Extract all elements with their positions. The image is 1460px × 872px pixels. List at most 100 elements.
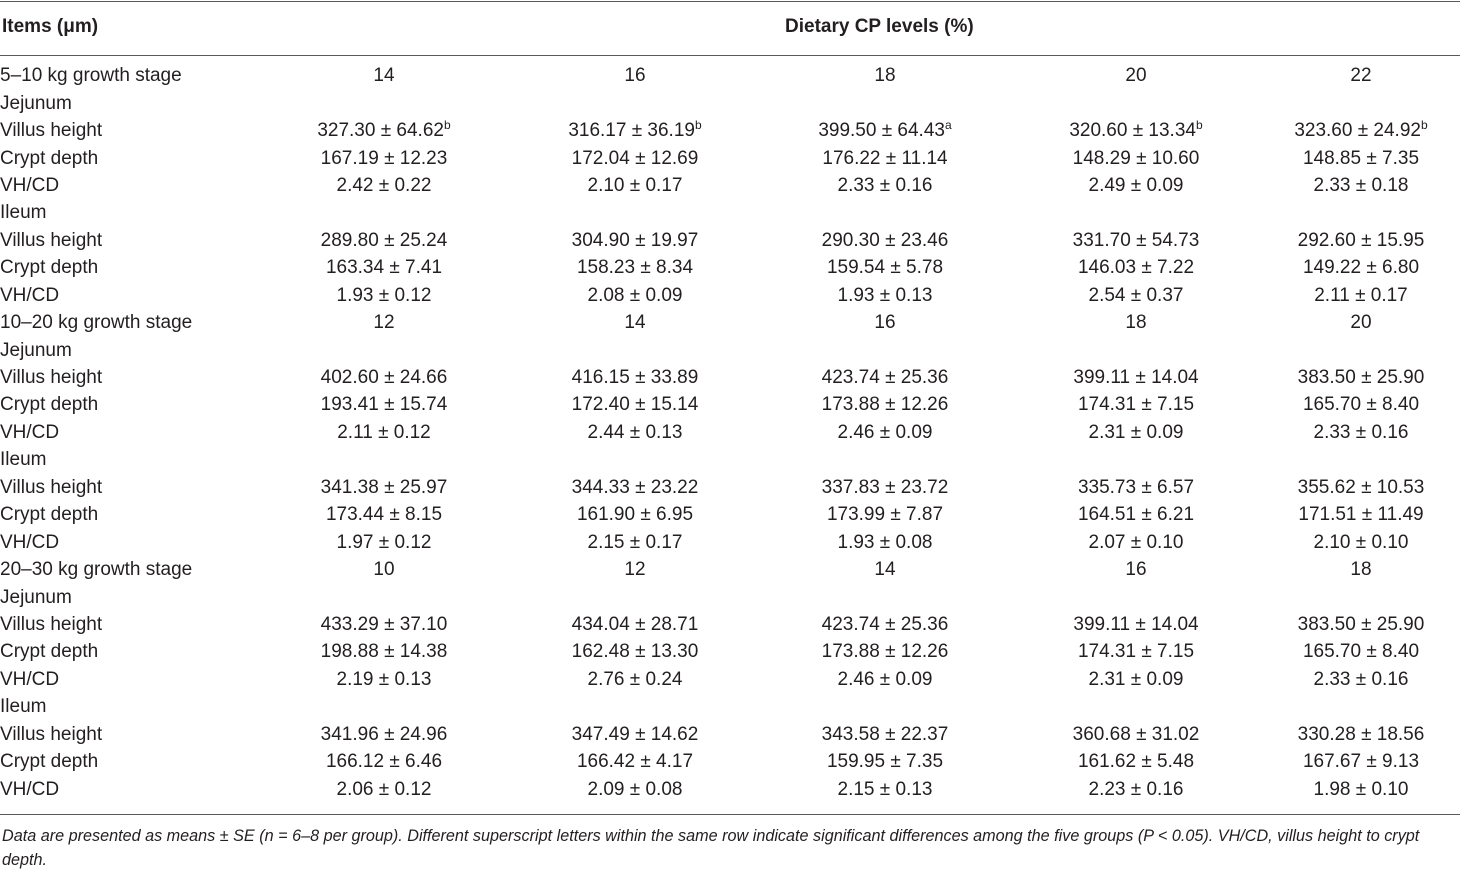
value-cell: 290.30 ± 23.46 bbox=[760, 227, 1010, 254]
table-row: VH/CD 1.93 ± 0.12 2.08 ± 0.09 1.93 ± 0.13 2.… bbox=[0, 282, 1460, 309]
cell-value: 167.67 ± 9.13 bbox=[1302, 751, 1420, 773]
value-cell: 173.44 ± 8.15 bbox=[258, 501, 510, 528]
value-cell: 22 bbox=[1262, 62, 1460, 89]
significance-letter: b bbox=[443, 118, 451, 133]
cell-value: 2.08 ± 0.09 bbox=[587, 284, 683, 306]
value-cell bbox=[760, 693, 1010, 720]
cell-value: 399.50 ± 64.43 bbox=[818, 120, 945, 142]
table-row: VH/CD 2.19 ± 0.13 2.76 ± 0.24 2.46 ± 0.09 2.… bbox=[0, 666, 1460, 693]
value-cell bbox=[760, 336, 1010, 363]
table-row: Villus height 341.38 ± 25.97 344.33 ± 23.2… bbox=[0, 474, 1460, 501]
cell-value: 161.62 ± 5.48 bbox=[1077, 751, 1195, 773]
table-row: 20–30 kg growth stage 10 12 14 16 18 bbox=[0, 556, 1460, 583]
value-cell bbox=[258, 446, 510, 473]
value-cell: 2.23 ± 0.16 bbox=[1010, 775, 1262, 802]
value-cell: 343.58 ± 22.37 bbox=[760, 721, 1010, 748]
value-cell bbox=[1010, 693, 1262, 720]
value-cell: 164.51 ± 6.21 bbox=[1010, 501, 1262, 528]
cell-value: 149.22 ± 6.80 bbox=[1302, 257, 1420, 279]
value-cell bbox=[258, 693, 510, 720]
value-cell: 402.60 ± 24.66 bbox=[258, 364, 510, 391]
value-cell: 337.83 ± 23.72 bbox=[760, 474, 1010, 501]
cell-value: 167.19 ± 12.23 bbox=[320, 147, 448, 169]
cell-value: 2.33 ± 0.18 bbox=[1313, 174, 1409, 196]
cell-value: 159.54 ± 5.78 bbox=[826, 257, 944, 279]
value-cell: 198.88 ± 14.38 bbox=[258, 638, 510, 665]
value-cell: 146.03 ± 7.22 bbox=[1010, 254, 1262, 281]
value-cell: 167.67 ± 9.13 bbox=[1262, 748, 1460, 775]
row-label: Crypt depth bbox=[0, 751, 99, 773]
value-cell: 158.23 ± 8.34 bbox=[510, 254, 760, 281]
cell-value: 2.15 ± 0.13 bbox=[837, 778, 933, 800]
value-cell bbox=[1010, 336, 1262, 363]
cell-value: 171.51 ± 11.49 bbox=[1298, 504, 1424, 526]
value-cell: 383.50 ± 25.90 bbox=[1262, 611, 1460, 638]
value-cell: 1.93 ± 0.13 bbox=[760, 282, 1010, 309]
row-label: Crypt depth bbox=[0, 394, 99, 416]
cell-value: 2.44 ± 0.13 bbox=[587, 421, 683, 443]
cell-value: 330.28 ± 18.56 bbox=[1297, 723, 1425, 745]
cell-value: 355.62 ± 10.53 bbox=[1297, 476, 1425, 498]
value-cell: 2.33 ± 0.16 bbox=[1262, 666, 1460, 693]
value-cell: 2.15 ± 0.13 bbox=[760, 775, 1010, 802]
value-cell: 341.96 ± 24.96 bbox=[258, 721, 510, 748]
value-cell: 335.73 ± 6.57 bbox=[1010, 474, 1262, 501]
value-cell: 173.99 ± 7.87 bbox=[760, 501, 1010, 528]
value-cell: 1.97 ± 0.12 bbox=[258, 528, 510, 555]
data-table: 5–10 kg growth stage 14 16 18 20 22 Jejunum Vil… bbox=[0, 62, 1460, 803]
value-cell bbox=[1262, 446, 1460, 473]
table-row: Ileum bbox=[0, 693, 1460, 720]
table-row: Jejunum bbox=[0, 336, 1460, 363]
value-cell: 167.19 ± 12.23 bbox=[258, 144, 510, 171]
cell-value: 304.90 ± 19.97 bbox=[571, 229, 699, 251]
value-cell: 2.46 ± 0.09 bbox=[760, 666, 1010, 693]
cell-value: 323.60 ± 24.92 bbox=[1294, 120, 1421, 142]
cell-value: 16 bbox=[1125, 559, 1147, 581]
table-row: Ileum bbox=[0, 199, 1460, 226]
cell-value: 166.12 ± 6.46 bbox=[325, 751, 443, 773]
value-cell: 1.98 ± 0.10 bbox=[1262, 775, 1460, 802]
cell-value: 16 bbox=[624, 65, 646, 87]
cell-value: 292.60 ± 15.95 bbox=[1297, 229, 1425, 251]
table-row: Jejunum bbox=[0, 583, 1460, 610]
value-cell: 2.54 ± 0.37 bbox=[1010, 282, 1262, 309]
value-cell: 165.70 ± 8.40 bbox=[1262, 638, 1460, 665]
cell-value: 335.73 ± 6.57 bbox=[1077, 476, 1195, 498]
cell-value: 423.74 ± 25.36 bbox=[821, 367, 949, 389]
value-cell: 193.41 ± 15.74 bbox=[258, 391, 510, 418]
value-cell: 2.31 ± 0.09 bbox=[1010, 419, 1262, 446]
cell-value: 14 bbox=[373, 65, 395, 87]
significance-letter: b bbox=[1195, 118, 1203, 133]
row-label: Villus height bbox=[0, 613, 103, 635]
row-label: Jejunum bbox=[0, 339, 72, 361]
row-label: VH/CD bbox=[0, 778, 60, 800]
table-row: Jejunum bbox=[0, 89, 1460, 116]
value-cell bbox=[760, 583, 1010, 610]
value-cell: 165.70 ± 8.40 bbox=[1262, 391, 1460, 418]
row-label: Ileum bbox=[0, 202, 47, 224]
cell-value: 2.33 ± 0.16 bbox=[1313, 668, 1409, 690]
cell-value: 174.31 ± 7.15 bbox=[1077, 641, 1195, 663]
cell-value: 2.31 ± 0.09 bbox=[1088, 421, 1184, 443]
cell-value: 10 bbox=[373, 559, 395, 581]
cell-value: 2.06 ± 0.12 bbox=[336, 778, 432, 800]
value-cell: 2.10 ± 0.17 bbox=[510, 172, 760, 199]
table-row: Crypt depth 198.88 ± 14.38 162.48 ± 13.30 1… bbox=[0, 638, 1460, 665]
value-cell: 2.11 ± 0.17 bbox=[1262, 282, 1460, 309]
cell-value: 320.60 ± 13.34 bbox=[1069, 120, 1196, 142]
table-row: VH/CD 1.97 ± 0.12 2.15 ± 0.17 1.93 ± 0.08 2.… bbox=[0, 528, 1460, 555]
value-cell: 18 bbox=[760, 62, 1010, 89]
cell-value: 20 bbox=[1125, 65, 1147, 87]
significance-letter: b bbox=[694, 118, 702, 133]
table-row: Villus height 327.30 ± 64.62b 316.17 ± 36.… bbox=[0, 117, 1460, 144]
cell-value: 162.48 ± 13.30 bbox=[571, 641, 699, 663]
cell-value: 2.76 ± 0.24 bbox=[587, 668, 683, 690]
table-row: VH/CD 2.11 ± 0.12 2.44 ± 0.13 2.46 ± 0.09 2.… bbox=[0, 419, 1460, 446]
row-label: Crypt depth bbox=[0, 504, 99, 526]
value-cell bbox=[1010, 89, 1262, 116]
cell-value: 166.42 ± 4.17 bbox=[576, 751, 694, 773]
cell-value: 20 bbox=[1350, 312, 1372, 334]
cell-value: 2.10 ± 0.10 bbox=[1313, 531, 1409, 553]
value-cell: 2.76 ± 0.24 bbox=[510, 666, 760, 693]
table-row: Ileum bbox=[0, 446, 1460, 473]
